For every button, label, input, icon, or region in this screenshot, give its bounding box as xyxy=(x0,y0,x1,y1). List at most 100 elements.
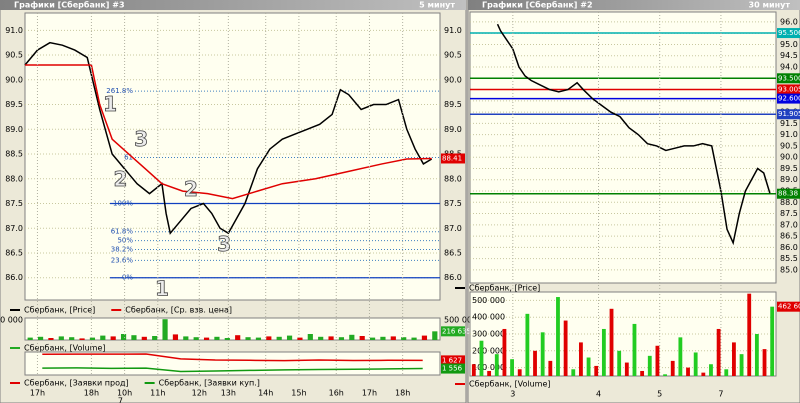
last-value-tag xyxy=(441,153,465,164)
bar xyxy=(762,349,767,376)
last-value-tag xyxy=(777,301,800,312)
wave-label: 3 xyxy=(217,232,231,256)
y-tick-label: 91.0 xyxy=(5,26,23,35)
y-tick-label: 85.0 xyxy=(780,265,798,274)
wave-label: 2 xyxy=(113,167,127,191)
fib-label: 50% xyxy=(117,237,133,245)
bar xyxy=(517,369,522,376)
bar xyxy=(48,338,54,340)
y-tick-label: 300 000 xyxy=(472,330,505,339)
y-tick-label: 87.5 xyxy=(444,199,462,208)
wave-label: 1 xyxy=(103,92,117,116)
fib-label: 61.8% xyxy=(111,228,134,236)
y-tick-label: 95.0 xyxy=(780,40,798,49)
bar xyxy=(601,328,606,376)
level-label: 93.500 xyxy=(778,74,800,82)
y-tick-label: 90.0 xyxy=(444,75,462,84)
level-label: 93.005 xyxy=(778,85,800,93)
y-tick-label: 89.5 xyxy=(5,100,23,109)
bar xyxy=(571,369,576,376)
y-tick-label: 91.0 xyxy=(444,26,462,35)
window-title: Графики [Сбербанк] #3 xyxy=(14,0,125,10)
y-tick-label: 89.0 xyxy=(780,175,798,184)
fib-label: 100% xyxy=(113,200,133,208)
bar xyxy=(318,336,324,340)
title-bar[interactable] xyxy=(468,0,800,10)
bar xyxy=(349,334,355,340)
y-tick-label: 87.5 xyxy=(780,209,798,218)
level-tag xyxy=(777,109,800,120)
bar xyxy=(27,337,33,340)
last-value-label: 462 60 xyxy=(778,303,800,311)
y-tick-label: 100 000 xyxy=(472,363,505,372)
x-tick-label: 15h xyxy=(291,389,306,398)
bar xyxy=(152,336,158,340)
bar xyxy=(266,336,272,340)
legend-label: Сбербанк, [Заявки куп.] xyxy=(159,379,260,388)
y-tick-label: 89.0 xyxy=(5,125,23,134)
bar xyxy=(131,335,137,340)
fib-label: 23.6% xyxy=(111,256,134,264)
level-label: 91.905 xyxy=(778,110,800,118)
wave-label: 1 xyxy=(155,277,169,301)
y-tick-label: 500 000 xyxy=(0,316,23,325)
y-tick-label: 88.0 xyxy=(780,198,798,207)
legend-label: Сбербанк, [Price] xyxy=(469,284,540,293)
bar xyxy=(89,337,96,340)
bar xyxy=(655,345,660,376)
bar xyxy=(297,337,303,340)
x-tick-label: 11h xyxy=(150,389,165,398)
last-value-label: 88.41 xyxy=(442,154,462,162)
bar xyxy=(203,337,210,340)
series-line xyxy=(42,353,423,362)
y-tick-label: 96.0 xyxy=(780,17,798,26)
x-tick-label: 18h xyxy=(84,389,99,398)
bar xyxy=(494,354,499,376)
bar xyxy=(716,328,721,376)
wave-label: 2 xyxy=(184,177,198,201)
y-tick-label: 85.5 xyxy=(780,254,798,263)
y-tick-label: 89.5 xyxy=(780,164,798,173)
legend-label: Сбербанк, [Ср. взв. цена] xyxy=(125,306,232,315)
y-tick-label: 90.5 xyxy=(444,51,462,60)
bar xyxy=(58,336,64,340)
x-tick-label: 16h xyxy=(329,389,344,398)
x-tick-label: 17h xyxy=(362,389,377,398)
bar xyxy=(37,336,44,340)
bar xyxy=(172,334,179,340)
bar xyxy=(754,334,759,376)
last-value-label: 1 627 xyxy=(442,356,462,364)
window-title: Графики [Сбербанк] #2 xyxy=(482,0,593,10)
level-tag xyxy=(777,84,800,95)
bar xyxy=(556,297,560,376)
bar xyxy=(100,335,106,340)
bar xyxy=(609,308,614,376)
x-tick-label: 13h xyxy=(221,389,236,398)
bar xyxy=(69,337,75,340)
fib-label: 0% xyxy=(122,274,133,282)
bar xyxy=(224,338,230,340)
y-tick-label: 94.5 xyxy=(780,51,798,60)
bar xyxy=(647,355,652,376)
bar xyxy=(624,362,629,376)
level-tag xyxy=(777,93,800,104)
bar xyxy=(586,357,591,376)
bar xyxy=(245,337,251,340)
bar xyxy=(479,340,484,376)
bar xyxy=(120,334,127,340)
bar xyxy=(540,332,545,376)
bar xyxy=(701,372,706,376)
y-tick-label: 88.0 xyxy=(444,174,462,183)
bar xyxy=(502,328,507,376)
level-tag xyxy=(777,28,800,39)
bar xyxy=(747,293,752,376)
bar xyxy=(525,313,530,376)
date-label: 7 xyxy=(118,397,123,403)
y-tick-label: 87.5 xyxy=(5,199,23,208)
bar xyxy=(471,364,476,376)
bar xyxy=(328,336,334,340)
bar xyxy=(421,335,428,340)
y-tick-label: 400 000 xyxy=(472,313,505,322)
title-bar[interactable] xyxy=(0,0,466,10)
bar xyxy=(693,352,698,376)
